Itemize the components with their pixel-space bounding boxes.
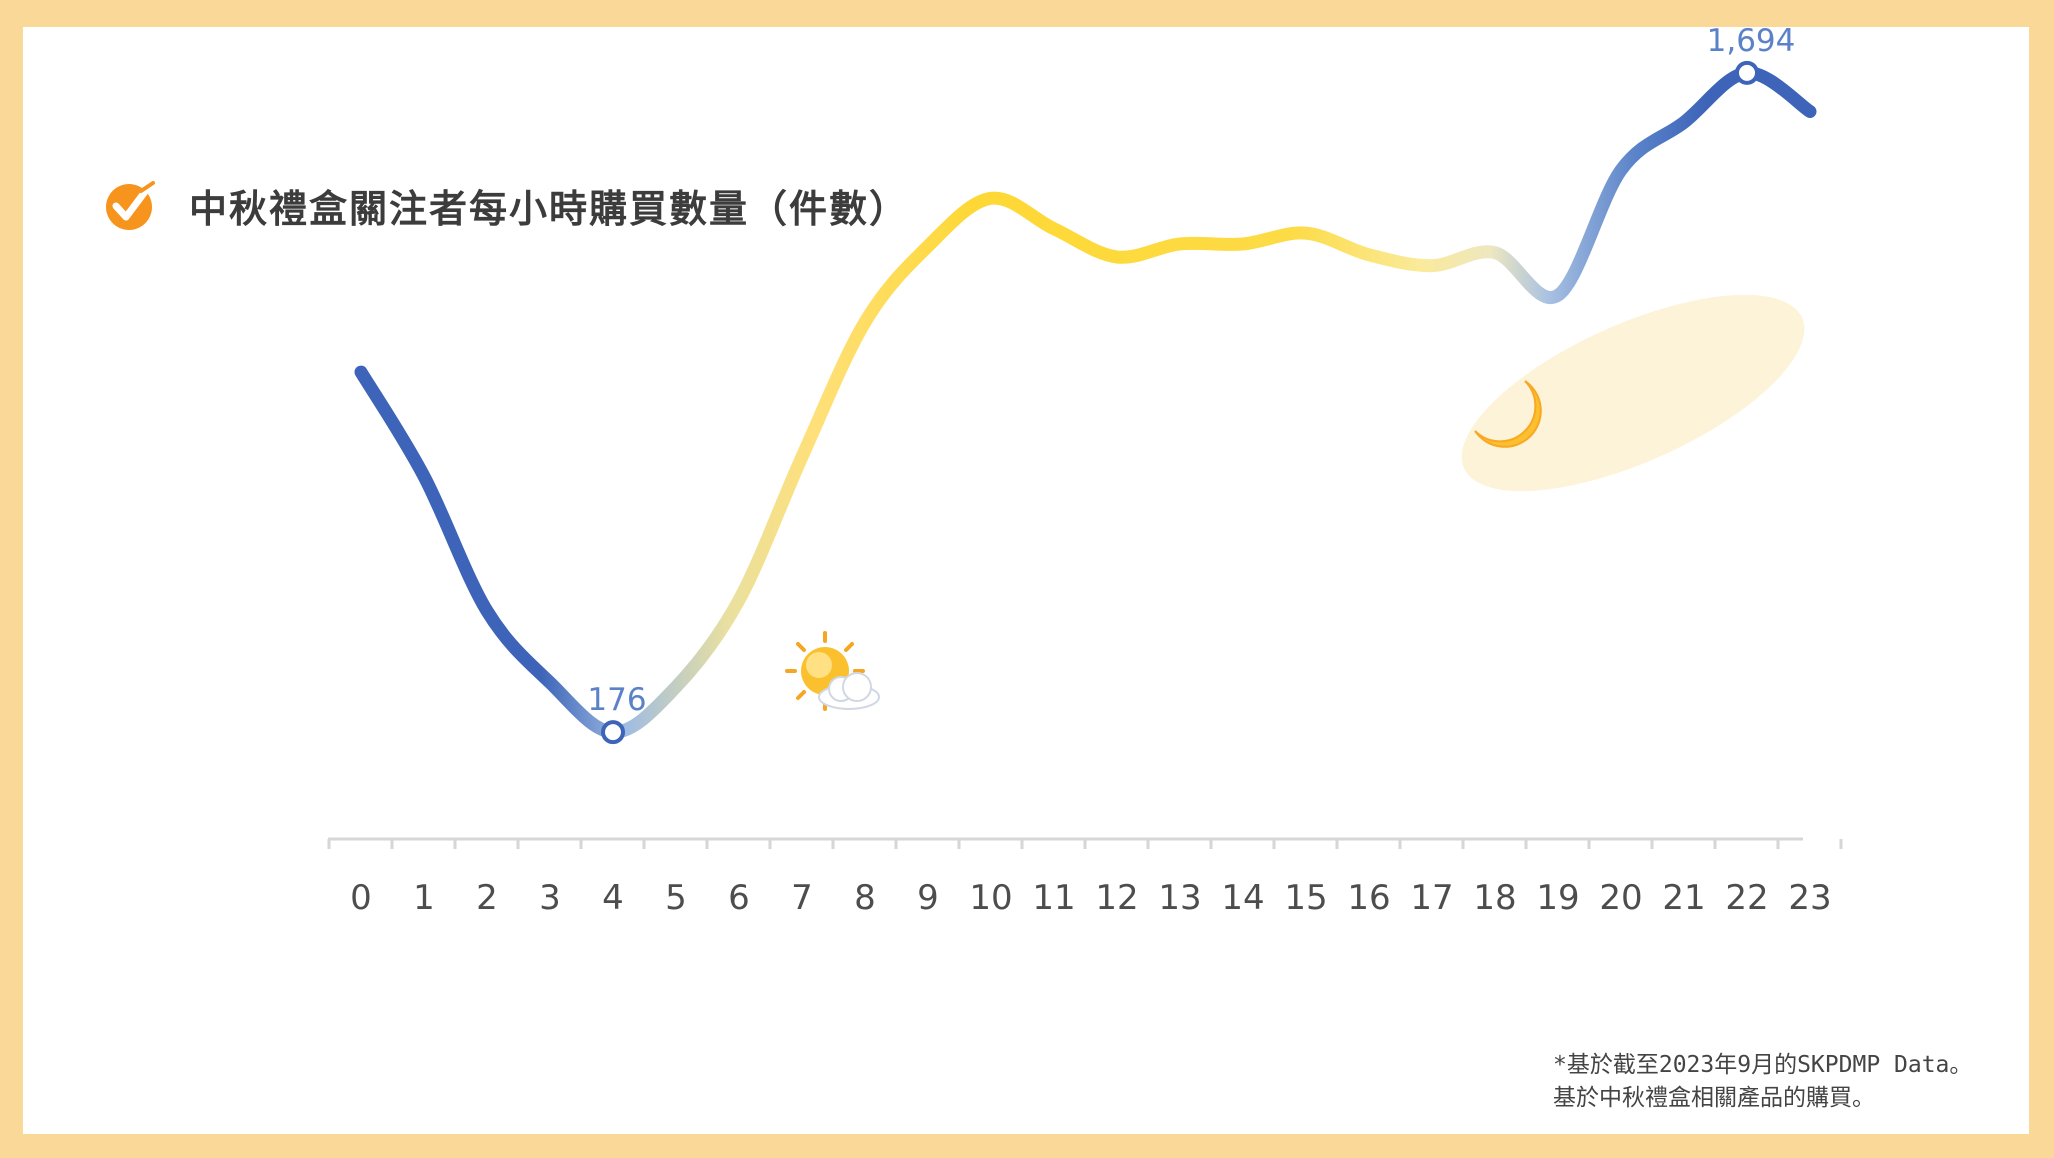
x-tick-label: 1 xyxy=(413,878,435,918)
min-point-marker xyxy=(601,720,625,745)
max-point-label: 1,694 xyxy=(1707,27,1796,59)
x-tick-label: 11 xyxy=(1032,878,1075,918)
max-point-marker xyxy=(1735,60,1759,85)
x-tick-label: 18 xyxy=(1473,878,1516,918)
x-tick-label: 12 xyxy=(1095,878,1138,918)
x-tick-label: 6 xyxy=(728,878,750,918)
x-tick-label: 13 xyxy=(1158,878,1201,918)
slide: 中秋禮盒關注者每小時購買數量（件數） 0 1 2 3 4 5 6 7 8 9 10 xyxy=(23,27,2029,1134)
x-tick-label: 23 xyxy=(1788,878,1831,918)
min-point-label: 176 xyxy=(587,682,646,718)
chart-header: 中秋禮盒關注者每小時購買數量（件數） xyxy=(103,177,909,233)
x-tick-label: 5 xyxy=(665,878,687,918)
x-axis-tick-labels: 0 1 2 3 4 5 6 7 8 9 10 11 12 13 14 15 16 17 18 19 20 21 22 23 xyxy=(350,878,1831,918)
x-tick-label: 9 xyxy=(917,878,939,918)
line-chart: 0 1 2 3 4 5 6 7 8 9 10 11 12 13 14 15 16 17 18 19 20 21 22 23 1… xyxy=(327,27,1843,918)
series-line xyxy=(354,66,1817,739)
chart-title: 中秋禮盒關注者每小時購買數量（件數） xyxy=(189,186,910,231)
data-markers: 176 1,694 xyxy=(587,27,1796,745)
footnote: *基於截至2023年9月的SKPDMP Data。 基於中秋禮盒相關產品的購買。 xyxy=(1553,1049,1972,1115)
footnote-line-1: *基於截至2023年9月的SKPDMP Data。 xyxy=(1553,1052,1973,1078)
x-tick-label: 15 xyxy=(1284,878,1327,918)
x-tick-label: 3 xyxy=(539,878,561,918)
x-tick-label: 10 xyxy=(969,878,1012,918)
x-tick-label: 20 xyxy=(1599,878,1642,918)
x-tick-label: 22 xyxy=(1725,878,1768,918)
x-tick-label: 19 xyxy=(1536,878,1579,918)
x-tick-label: 21 xyxy=(1662,878,1705,918)
x-tick-label: 16 xyxy=(1347,878,1390,918)
x-tick-label: 0 xyxy=(350,878,372,918)
footnote-line-2: 基於中秋禮盒相關產品的購買。 xyxy=(1553,1085,1875,1111)
x-tick-label: 14 xyxy=(1221,878,1264,918)
x-axis-ticks xyxy=(327,839,1843,849)
x-tick-label: 4 xyxy=(602,878,624,918)
crescent-moon-icon xyxy=(1474,380,1542,448)
x-tick-label: 7 xyxy=(791,878,813,918)
night-highlight xyxy=(1461,294,1805,492)
x-tick-label: 2 xyxy=(476,878,498,918)
sun-behind-cloud-icon xyxy=(785,631,880,711)
check-circle-icon xyxy=(106,181,155,230)
x-tick-label: 8 xyxy=(854,878,876,918)
x-tick-label: 17 xyxy=(1410,878,1453,918)
